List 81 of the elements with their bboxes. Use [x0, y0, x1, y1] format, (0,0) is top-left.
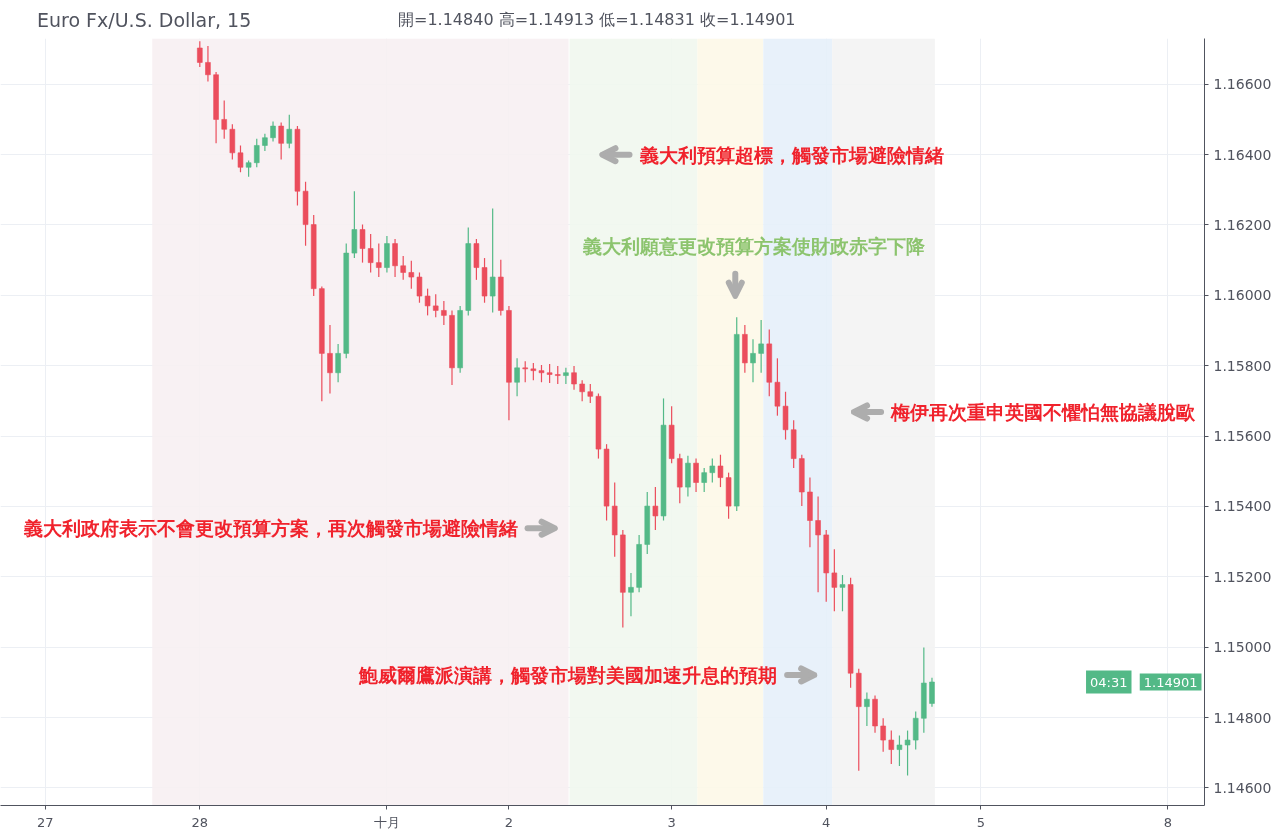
y-tick-label: 1.14600 — [1213, 779, 1272, 796]
candlestick — [896, 734, 903, 767]
candlestick — [929, 677, 935, 708]
candlestick — [335, 343, 341, 383]
candlestick — [709, 457, 716, 484]
candlestick — [904, 729, 911, 777]
y-tick-label: 1.15600 — [1213, 428, 1272, 445]
candlestick — [831, 548, 838, 612]
candlestick — [587, 383, 594, 404]
candlestick — [376, 243, 382, 278]
annotation: 義大利願意更改預算方案使財政赤字下降 — [582, 234, 927, 257]
candlestick — [221, 99, 227, 140]
x-tick-label: 5 — [976, 814, 985, 830]
candlestick — [392, 238, 398, 278]
candlestick — [432, 293, 439, 318]
candlestick — [571, 365, 577, 391]
annotation: 1.14901 — [1143, 674, 1198, 690]
candlestick — [270, 120, 276, 143]
chart-subtitle: 開=1.14840 高=1.14913 低=1.14831 收=1.14901 — [398, 9, 796, 31]
candlestick — [254, 138, 260, 168]
candlestick — [717, 454, 724, 488]
candlestick — [522, 360, 528, 383]
y-tick-label: 1.16600 — [1213, 76, 1272, 93]
candlestick — [424, 288, 431, 316]
candlestick — [758, 319, 764, 374]
candlestick — [327, 324, 333, 395]
candlestick — [473, 238, 480, 281]
candlestick — [197, 40, 203, 68]
y-tick-label: 1.15400 — [1213, 498, 1272, 515]
annotation: 義大利預算超標，觸發市場避險情緒 — [638, 143, 944, 166]
candlestick — [701, 467, 707, 493]
x-tick-label: 4 — [822, 814, 831, 830]
candlestick — [693, 457, 699, 493]
candlestick — [359, 224, 366, 264]
candlestick — [546, 363, 553, 384]
candlestick — [880, 717, 886, 753]
candlestick — [628, 572, 634, 617]
candlestick — [652, 486, 659, 531]
y-tick-label: 1.15200 — [1213, 568, 1272, 585]
candlestick — [815, 495, 821, 593]
x-tick-label: 28 — [191, 814, 209, 830]
candlestick — [912, 710, 919, 751]
candlestick — [384, 235, 390, 274]
y-tick-label: 1.15800 — [1213, 357, 1272, 374]
annotation: 04:31 — [1090, 674, 1128, 690]
x-tick-label: 8 — [1163, 814, 1173, 830]
candlestick — [782, 391, 789, 441]
candlestick — [351, 190, 358, 259]
candlestick — [685, 455, 691, 498]
candlestick — [750, 338, 756, 383]
candlestick — [579, 379, 585, 402]
annotation: 鮑威爾鷹派演講，觸發市場對美國加速升息的預期 — [358, 663, 778, 686]
annotation: 梅伊再次重申英國不懼怕無協議脫歐 — [890, 401, 1197, 423]
candlestick — [774, 357, 781, 417]
y-tick-label: 1.16400 — [1213, 146, 1272, 163]
candlestick — [563, 367, 569, 385]
candlestick — [864, 691, 870, 727]
x-tick-label: 3 — [667, 814, 676, 830]
candlestick — [489, 207, 496, 314]
x-tick-label: 十月 — [373, 814, 400, 830]
candlestick — [278, 121, 284, 161]
candlestick — [229, 123, 236, 161]
candlestick — [367, 233, 374, 274]
y-tick-label: 1.14800 — [1213, 709, 1272, 726]
candlestick — [416, 271, 423, 304]
candlestick — [514, 357, 520, 397]
candlestick — [205, 45, 211, 83]
chart-title: Euro Fx/U.S. Dollar, 15 — [37, 8, 252, 33]
y-tick-label: 1.16200 — [1213, 216, 1272, 233]
candlestick — [888, 729, 895, 765]
y-tick-label: 1.16000 — [1213, 287, 1272, 304]
candlestick — [441, 300, 447, 326]
candlestick — [286, 114, 293, 149]
y-tick-label: 1.15000 — [1213, 639, 1272, 656]
x-tick-label: 27 — [36, 814, 54, 830]
annotation: 義大利政府表示不會更改預算方案，再次觸發市場避險情緒 — [22, 517, 518, 540]
candlestick — [400, 255, 406, 281]
candlestick — [237, 144, 244, 173]
candlestick — [839, 574, 846, 612]
x-tick-label: 2 — [504, 814, 514, 830]
candlestick — [408, 260, 415, 290]
